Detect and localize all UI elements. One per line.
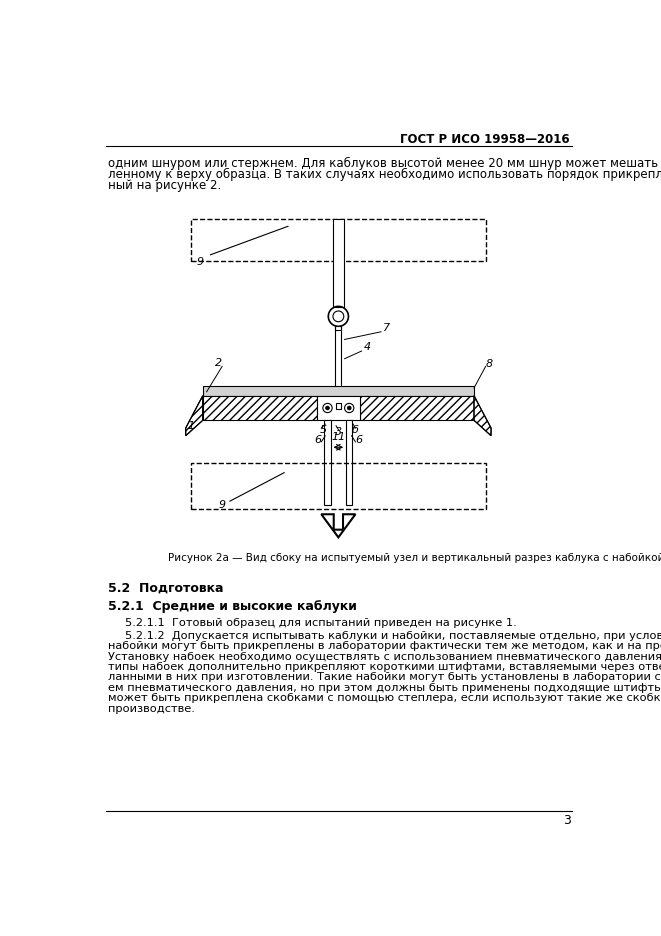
Bar xyxy=(360,396,474,420)
Text: ГОСТ Р ИСО 19958—2016: ГОСТ Р ИСО 19958—2016 xyxy=(400,133,569,146)
Bar xyxy=(346,420,352,505)
Text: 8: 8 xyxy=(486,359,493,369)
Text: б: б xyxy=(352,425,359,435)
Text: 5: 5 xyxy=(320,425,327,435)
Text: одним шнуром или стержнем. Для каблуков высотой менее 20 мм шнур может мешать бо: одним шнуром или стержнем. Для каблуков … xyxy=(108,157,661,170)
Text: 6: 6 xyxy=(315,434,322,445)
Polygon shape xyxy=(186,396,203,436)
Text: Установку набоек необходимо осуществлять с использованием пневматического давлен: Установку набоек необходимо осуществлять… xyxy=(108,651,661,662)
Text: 5.2.1.2  Допускается испытывать каблуки и набойки, поставляемые отдельно, при ус: 5.2.1.2 Допускается испытывать каблуки и… xyxy=(125,631,661,640)
Text: 5.2  Подготовка: 5.2 Подготовка xyxy=(108,582,223,595)
Text: 6: 6 xyxy=(355,434,362,445)
Text: ем пневматического давления, но при этом должны быть применены подходящие штифты: ем пневматического давления, но при этом… xyxy=(108,683,661,693)
Text: 4: 4 xyxy=(364,343,371,352)
Bar xyxy=(317,396,360,420)
Text: Рисунок 2а — Вид сбоку на испытуемый узел и вертикальный разрез каблука с набойк: Рисунок 2а — Вид сбоку на испытуемый узе… xyxy=(168,553,661,563)
Text: 1: 1 xyxy=(188,421,195,431)
Text: 5.2.1  Средние и высокие каблуки: 5.2.1 Средние и высокие каблуки xyxy=(108,600,357,613)
Polygon shape xyxy=(474,396,491,436)
Bar xyxy=(191,462,486,509)
Text: ный на рисунке 2.: ный на рисунке 2. xyxy=(108,179,221,192)
Text: 3: 3 xyxy=(335,427,342,437)
Text: производстве.: производстве. xyxy=(108,704,195,713)
Bar xyxy=(203,396,317,420)
Text: 9: 9 xyxy=(219,500,225,510)
Bar xyxy=(336,403,342,409)
Text: 7: 7 xyxy=(383,323,391,333)
Bar xyxy=(335,327,342,389)
Text: типы набоек дополнительно прикрепляют короткими штифтами, вставляемыми через отв: типы набоек дополнительно прикрепляют ко… xyxy=(108,662,661,672)
Text: ленному к верху образца. В таких случаях необходимо использовать порядок прикреп: ленному к верху образца. В таких случаях… xyxy=(108,168,661,181)
Bar xyxy=(203,386,474,396)
Circle shape xyxy=(344,403,354,413)
Text: 11: 11 xyxy=(331,431,346,442)
Bar xyxy=(191,219,486,261)
Circle shape xyxy=(323,403,332,413)
Bar xyxy=(333,219,344,307)
Bar xyxy=(325,420,330,505)
Text: 3: 3 xyxy=(563,814,571,827)
Text: ланными в них при изготовлении. Такие набойки могут быть установлены в лаборатор: ланными в них при изготовлении. Такие на… xyxy=(108,672,661,682)
Text: 2: 2 xyxy=(215,358,222,368)
Circle shape xyxy=(347,406,351,410)
Text: 5.2.1.1  Готовый образец для испытаний приведен на рисунке 1.: 5.2.1.1 Готовый образец для испытаний пр… xyxy=(125,618,517,628)
Text: 9: 9 xyxy=(197,257,204,268)
Text: набойки могут быть прикреплены в лаборатории фактически тем же методом, как и на: набойки могут быть прикреплены в лаборат… xyxy=(108,641,661,651)
Circle shape xyxy=(326,406,329,410)
Text: может быть прикреплена скобками с помощью степлера, если используют такие же ско: может быть прикреплена скобками с помощь… xyxy=(108,694,661,703)
